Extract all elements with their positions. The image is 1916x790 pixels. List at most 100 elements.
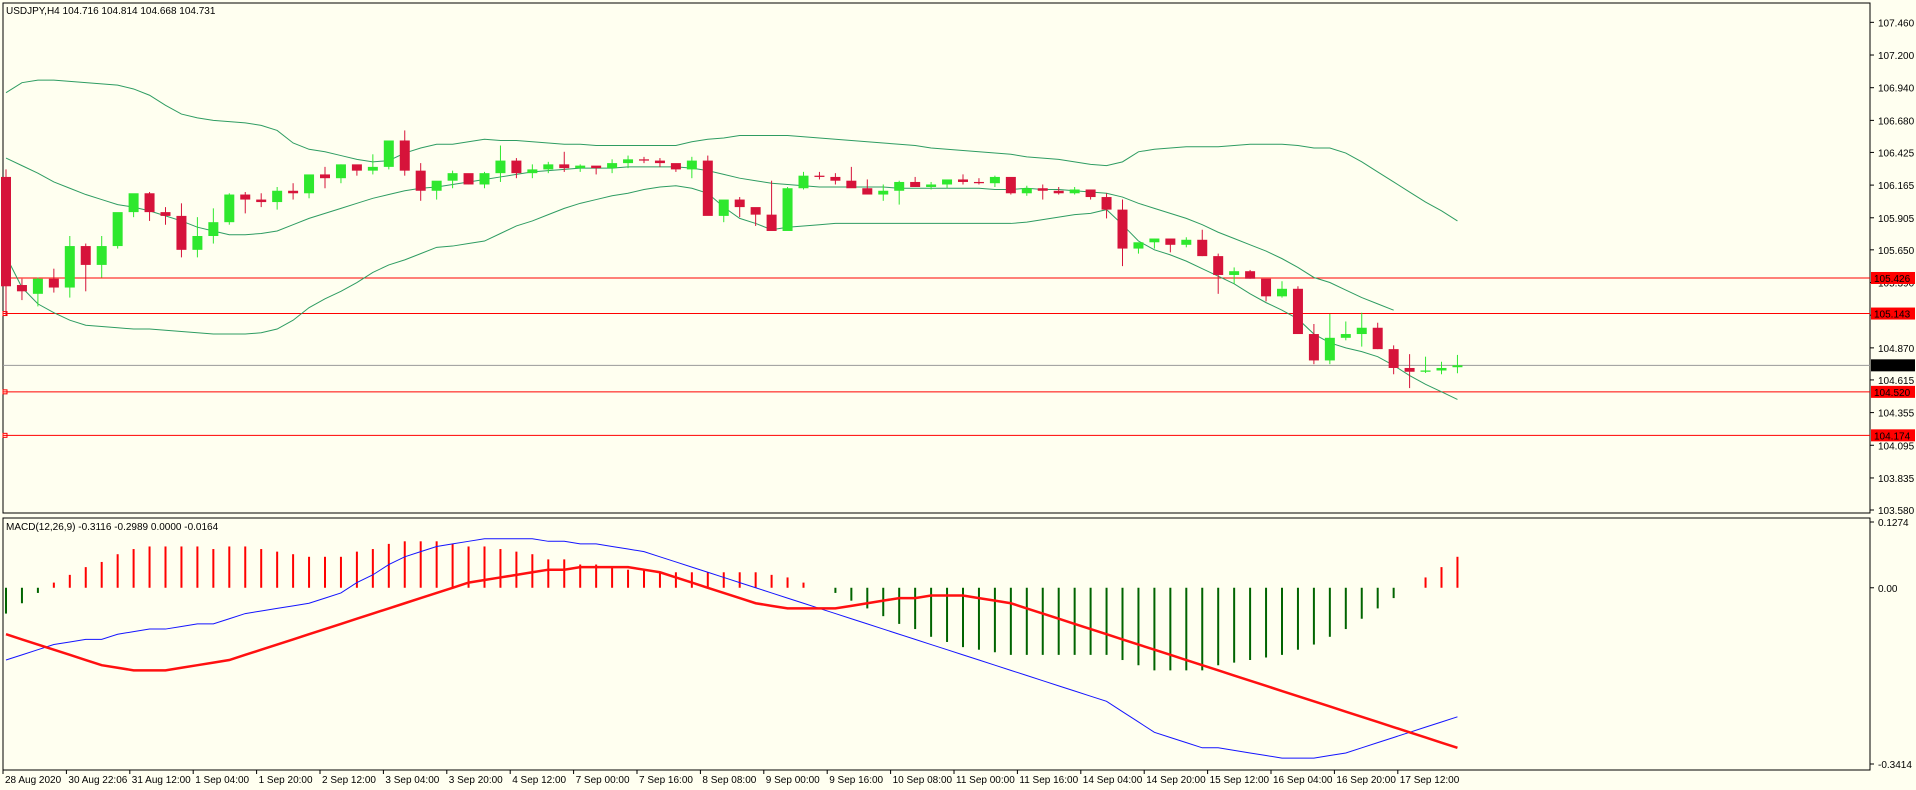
candle — [511, 158, 522, 179]
candle-body — [32, 278, 43, 294]
candle-body — [607, 163, 618, 169]
candle — [734, 197, 745, 218]
candle — [447, 170, 458, 189]
hline-price-label: 104.174 — [1874, 431, 1911, 442]
candle-body — [463, 173, 474, 185]
candle — [351, 164, 362, 176]
time-tick-label: 1 Sep 04:00 — [195, 775, 249, 786]
candle-body — [304, 174, 315, 194]
time-tick-label: 9 Sep 00:00 — [766, 775, 820, 786]
candle — [1420, 356, 1431, 374]
candle-body — [1340, 334, 1351, 338]
candle — [1181, 237, 1192, 248]
candle-body — [1388, 349, 1399, 368]
candle — [830, 173, 841, 185]
horizontal-line-handle — [2, 389, 8, 395]
time-tick-label: 30 Aug 22:06 — [68, 775, 127, 786]
candle-body — [1069, 189, 1080, 194]
candle-body — [654, 160, 665, 164]
symbol-ohlc-label: USDJPY,H4 104.716 104.814 104.668 104.73… — [6, 6, 216, 17]
candle — [1165, 238, 1176, 253]
candle — [64, 236, 75, 298]
candle-body — [1021, 188, 1032, 194]
candle-body — [750, 207, 761, 215]
candle-body — [894, 181, 905, 191]
candle — [128, 193, 139, 218]
candle — [335, 164, 346, 184]
candle-body — [1308, 334, 1319, 361]
candle — [367, 154, 378, 175]
candle-body — [335, 164, 346, 179]
candle — [1021, 185, 1032, 196]
candle-body — [878, 190, 889, 195]
candle-body — [591, 165, 602, 169]
candle-body — [942, 179, 953, 185]
price-tick-label: 107.200 — [1878, 51, 1915, 62]
candle-body — [479, 173, 490, 185]
hline-price-tag — [1871, 385, 1915, 398]
time-tick-label: 16 Sep 20:00 — [1336, 775, 1396, 786]
hline-price-label: 105.143 — [1874, 310, 1911, 321]
candle-body — [926, 184, 937, 187]
candle-body — [272, 190, 283, 203]
candle-body — [511, 160, 522, 174]
candle — [910, 176, 921, 187]
candle-body — [415, 170, 426, 191]
candle — [527, 164, 538, 179]
hline-price-label: 104.520 — [1874, 388, 1911, 399]
time-tick-label: 17 Sep 12:00 — [1400, 775, 1460, 786]
candle-body — [846, 180, 857, 189]
price-tick-label: 105.390 — [1878, 279, 1915, 290]
candle — [607, 159, 618, 174]
price-tick-label: 103.835 — [1878, 474, 1915, 485]
candle-body — [383, 140, 394, 167]
candle — [1372, 322, 1383, 350]
candle — [846, 166, 857, 189]
candle — [224, 193, 235, 225]
candle — [798, 171, 809, 190]
candle-body — [1181, 239, 1192, 245]
candle — [1069, 186, 1080, 195]
candle — [399, 130, 410, 176]
candle — [256, 193, 267, 208]
candle — [1452, 354, 1463, 374]
candle — [766, 180, 777, 231]
candle-body — [686, 160, 697, 170]
candle — [575, 164, 586, 172]
price-tick-label: 106.425 — [1878, 148, 1915, 159]
candle-body — [80, 246, 91, 265]
candle-body — [431, 180, 442, 191]
candle — [479, 171, 490, 189]
candle-body — [958, 179, 968, 182]
candle-body — [1324, 337, 1335, 361]
time-tick-label: 31 Aug 12:00 — [132, 775, 191, 786]
time-tick-label: 28 Aug 2020 — [5, 775, 62, 786]
candle-body — [623, 159, 634, 164]
candle-body — [1420, 370, 1431, 372]
candle — [1356, 312, 1367, 347]
hline-price-tag — [1871, 307, 1915, 320]
candle-body — [1197, 239, 1208, 257]
time-tick-label: 7 Sep 00:00 — [576, 775, 630, 786]
candle — [1005, 176, 1016, 195]
candle — [176, 203, 187, 258]
candle — [383, 140, 394, 170]
candle — [431, 180, 442, 200]
candle — [591, 165, 602, 175]
price-tick-label: 106.165 — [1878, 181, 1915, 192]
candle-body — [782, 188, 793, 231]
candle — [543, 161, 554, 174]
candle — [942, 179, 953, 189]
candle — [208, 208, 219, 244]
time-tick-label: 7 Sep 16:00 — [639, 775, 693, 786]
candle — [320, 166, 330, 189]
candle-body — [989, 176, 1000, 184]
candle — [1085, 189, 1096, 200]
bollinger-upper-line — [5, 79, 1458, 222]
candle-body — [176, 215, 187, 250]
candle-body — [64, 246, 75, 288]
candle — [1261, 278, 1272, 302]
price-tick-label: 105.650 — [1878, 246, 1915, 257]
